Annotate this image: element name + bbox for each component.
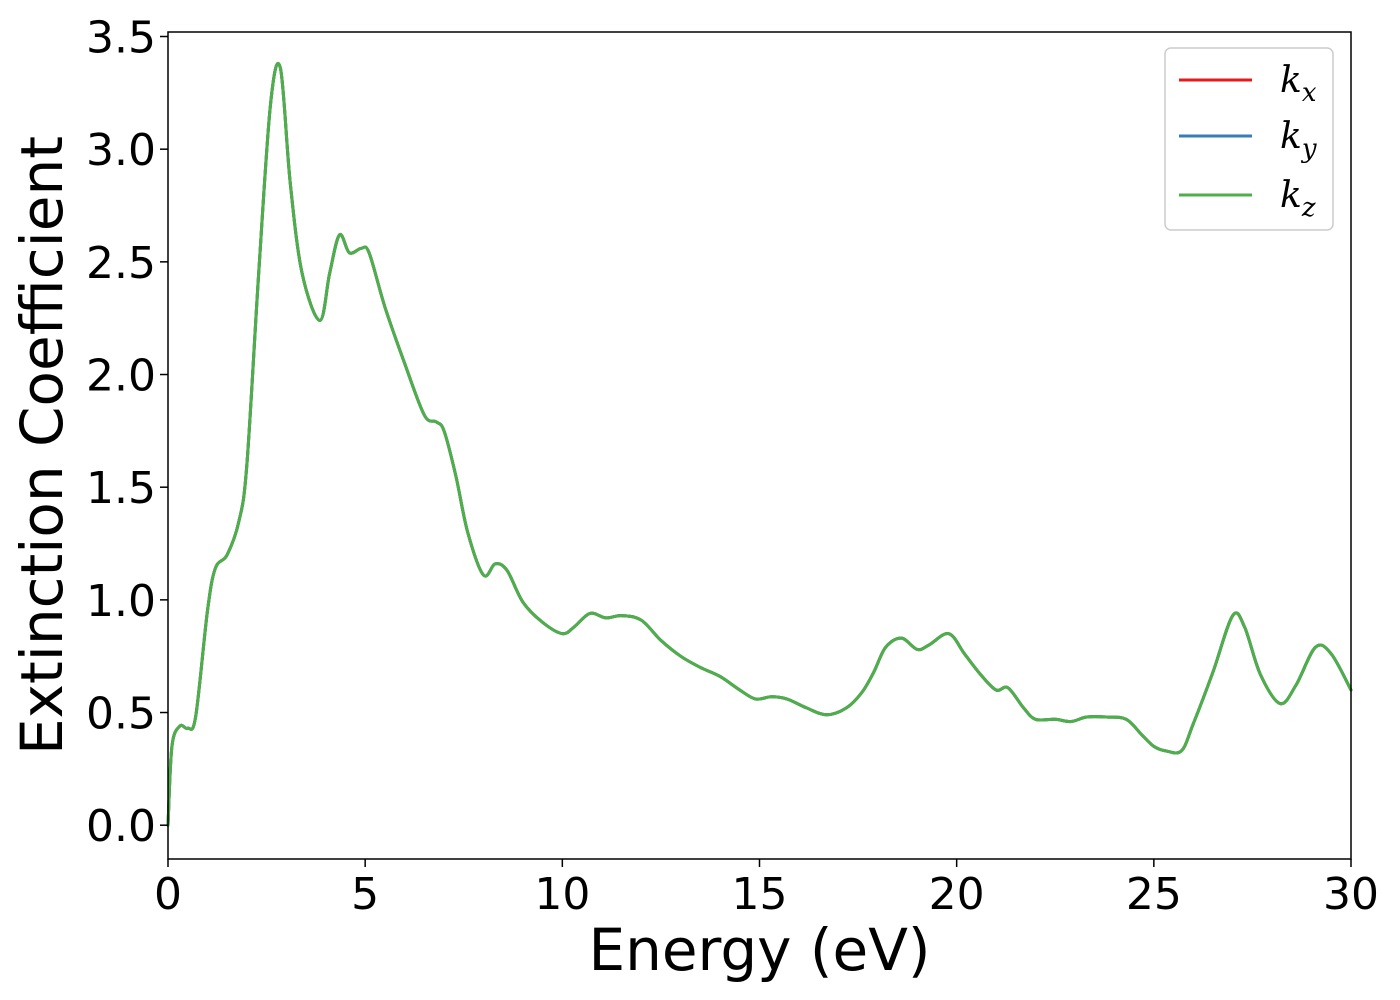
y-tick-label: 0.5 <box>86 689 156 740</box>
x-tick-label: 0 <box>154 869 182 920</box>
x-tick-label: 30 <box>1323 869 1379 920</box>
legend-box <box>1164 47 1334 231</box>
x-tick-label: 20 <box>929 869 985 920</box>
y-tick-label: 0.0 <box>86 801 156 852</box>
x-tick-label: 5 <box>351 869 379 920</box>
plot-background <box>168 32 1351 859</box>
x-axis-label: Energy (eV) <box>588 916 930 984</box>
x-tick-label: 15 <box>732 869 788 920</box>
y-tick-label: 1.0 <box>86 576 156 627</box>
y-tick-label: 1.5 <box>86 463 156 514</box>
y-axis-label: Extinction Coefficient <box>8 136 76 755</box>
y-tick-label: 2.0 <box>86 351 156 402</box>
y-tick-label: 3.5 <box>86 13 156 64</box>
y-axis-ticks: 0.0 0.5 1.0 1.5 2.0 2.5 3.0 3.5 <box>86 13 168 852</box>
legend-label-z: kz <box>1280 175 1316 223</box>
series-layer <box>166 61 1353 827</box>
x-tick-label: 25 <box>1126 869 1182 920</box>
x-axis-ticks: 0 5 10 15 20 25 30 <box>154 859 1379 920</box>
legend-label-y: ky <box>1280 116 1317 164</box>
x-tick-label: 10 <box>534 869 590 920</box>
y-tick-label: 2.5 <box>86 238 156 289</box>
y-tick-label: 3.0 <box>86 125 156 176</box>
series-line-z <box>166 61 1353 827</box>
legend: kx ky kz <box>1164 47 1334 231</box>
legend-label-x: kx <box>1280 60 1317 108</box>
